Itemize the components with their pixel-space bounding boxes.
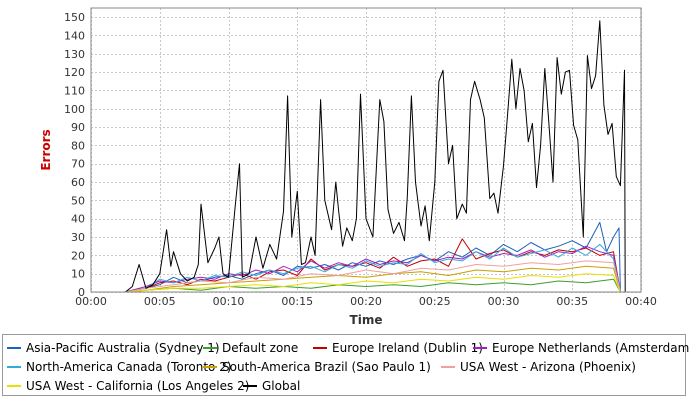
x-tick-label: 00:30: [488, 295, 520, 308]
legend-item: Asia-Pacific Australia (Sydney 1): [7, 340, 220, 356]
legend-item: Default zone: [203, 340, 298, 356]
y-axis-title: Errors: [39, 129, 53, 170]
x-tick-label: 00:10: [213, 295, 245, 308]
y-tick-label: 40: [71, 213, 85, 226]
y-tick-label: 140: [64, 29, 85, 42]
series-line: [125, 243, 621, 293]
y-tick-label: 20: [71, 249, 85, 262]
legend-label: Europe Ireland (Dublin 1): [332, 341, 483, 355]
y-tick-label: 60: [71, 176, 85, 189]
series-line: [125, 273, 621, 293]
y-tick-label: 80: [71, 139, 85, 152]
series-line: [125, 265, 621, 293]
y-tick-label: 0: [78, 286, 85, 299]
series-line: [125, 278, 621, 293]
y-tick-label: 90: [71, 121, 85, 134]
series-line: [125, 260, 621, 293]
y-tick-label: 110: [64, 84, 85, 97]
series-line: [125, 20, 626, 293]
x-tick-label: 00:25: [419, 295, 451, 308]
y-tick-label: 10: [71, 268, 85, 281]
legend-item: South-America Brazil (Sao Paulo 1): [203, 359, 431, 375]
legend-label: Europe Netherlands (Amsterdam 2): [492, 341, 690, 355]
legend-swatch: [243, 385, 257, 387]
series-line: [125, 238, 621, 293]
x-tick-label: 00:40: [625, 295, 657, 308]
y-tick-label: 100: [64, 103, 85, 116]
y-tick-label: 70: [71, 158, 85, 171]
x-tick-label: 00:20: [350, 295, 382, 308]
legend-item: Europe Netherlands (Amsterdam 2): [473, 340, 690, 356]
y-tick-label: 130: [64, 48, 85, 61]
legend-item: North-America Canada (Toronto 2): [7, 359, 232, 375]
legend-swatch: [441, 366, 455, 368]
y-tick-label: 30: [71, 231, 85, 244]
legend-swatch: [7, 366, 21, 368]
legend: Asia-Pacific Australia (Sydney 1) Default…: [2, 334, 690, 396]
legend-label: South-America Brazil (Sao Paulo 1): [222, 360, 431, 374]
legend-label: USA West - Arizona (Phoenix): [460, 360, 636, 374]
legend-swatch: [7, 347, 21, 349]
legend-swatch: [203, 366, 217, 368]
x-tick-labels: 00:00 00:05 00:10 00:15 00:20 00:25 00:30 00:35…: [75, 295, 657, 308]
legend-swatch: [313, 347, 327, 349]
y-tick-labels: 0 10 20 30 40 50 60 70 80 90 100 110 120 130 140 150: [64, 11, 85, 299]
legend-item: Global: [243, 378, 300, 394]
x-tick-label: 00:00: [75, 295, 107, 308]
x-axis-title: Time: [350, 313, 383, 327]
x-tick-label: 00:15: [281, 295, 313, 308]
legend-label: USA West - California (Los Angeles 2): [26, 379, 250, 393]
legend-swatch: [203, 347, 217, 349]
legend-label: Asia-Pacific Australia (Sydney 1): [26, 341, 220, 355]
legend-label: North-America Canada (Toronto 2): [26, 360, 232, 374]
y-tick-label: 120: [64, 66, 85, 79]
chart-area: 0 10 20 30 40 50 60 70 80 90 100 110 120 130 140 150 00…: [39, 7, 657, 327]
legend-item: Europe Ireland (Dublin 1): [313, 340, 483, 356]
legend-item: USA West - California (Los Angeles 2): [7, 378, 249, 394]
x-tick-label: 00:05: [144, 295, 176, 308]
y-tick-label: 50: [71, 194, 85, 207]
x-tick-label: 00:35: [556, 295, 588, 308]
plot-frame: [90, 7, 642, 293]
y-tick-label: 150: [64, 11, 85, 24]
series-lines: [125, 20, 626, 293]
legend-label: Default zone: [222, 341, 299, 355]
legend-label: Global: [262, 379, 301, 393]
series-line: [125, 245, 621, 293]
legend-item: USA West - Arizona (Phoenix): [441, 359, 636, 375]
legend-swatch: [473, 347, 487, 349]
legend-swatch: [7, 385, 21, 387]
